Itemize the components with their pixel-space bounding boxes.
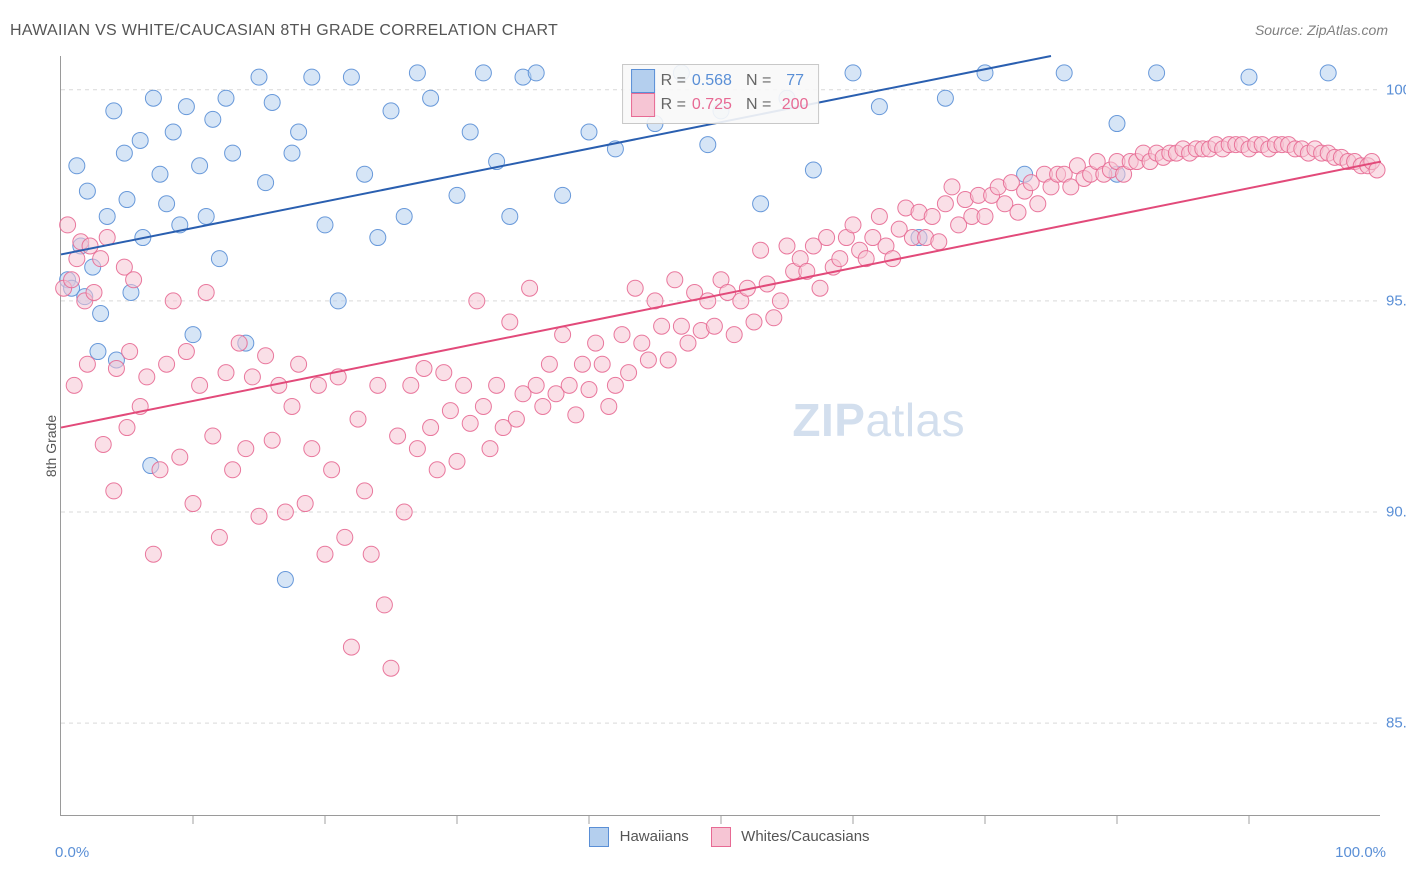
chart-container: HAWAIIAN VS WHITE/CAUCASIAN 8TH GRADE CO… <box>0 0 1406 892</box>
y-tick-label: 100.0% <box>1386 81 1406 98</box>
bottom-legend: Hawaiians Whites/Caucasians <box>61 827 1380 847</box>
source-label: Source: ZipAtlas.com <box>1255 22 1388 38</box>
legend-box-whites <box>711 827 731 847</box>
y-tick-label: 90.0% <box>1386 504 1406 521</box>
stats-row-hawaiians: R = 0.568 N = 77 <box>631 69 809 93</box>
stats-row-whites: R = 0.725 N = 200 <box>631 93 809 117</box>
x-tick-min: 0.0% <box>55 844 89 861</box>
y-tick-label: 85.0% <box>1386 715 1406 732</box>
swatch-whites <box>631 93 655 117</box>
y-axis-label: 8th Grade <box>43 415 59 477</box>
swatch-hawaiians <box>631 69 655 93</box>
x-tick-max: 100.0% <box>1335 844 1386 861</box>
legend-label-hawaiians: Hawaiians <box>620 828 689 845</box>
r-value-whites: 0.725 <box>692 96 732 114</box>
y-tick-label: 95.0% <box>1386 292 1406 309</box>
n-value-whites: 200 <box>777 96 808 114</box>
plot-svg <box>61 56 1380 815</box>
legend-label-whites: Whites/Caucasians <box>741 828 869 845</box>
plot-area: ZIPatlas R = 0.568 N = 77 R = 0.725 N = … <box>60 56 1380 816</box>
n-value-hawaiians: 77 <box>777 72 804 90</box>
stats-legend: R = 0.568 N = 77 R = 0.725 N = 200 <box>622 64 820 124</box>
r-value-hawaiians: 0.568 <box>692 72 732 90</box>
chart-title: HAWAIIAN VS WHITE/CAUCASIAN 8TH GRADE CO… <box>10 22 558 40</box>
legend-box-hawaiians <box>589 827 609 847</box>
